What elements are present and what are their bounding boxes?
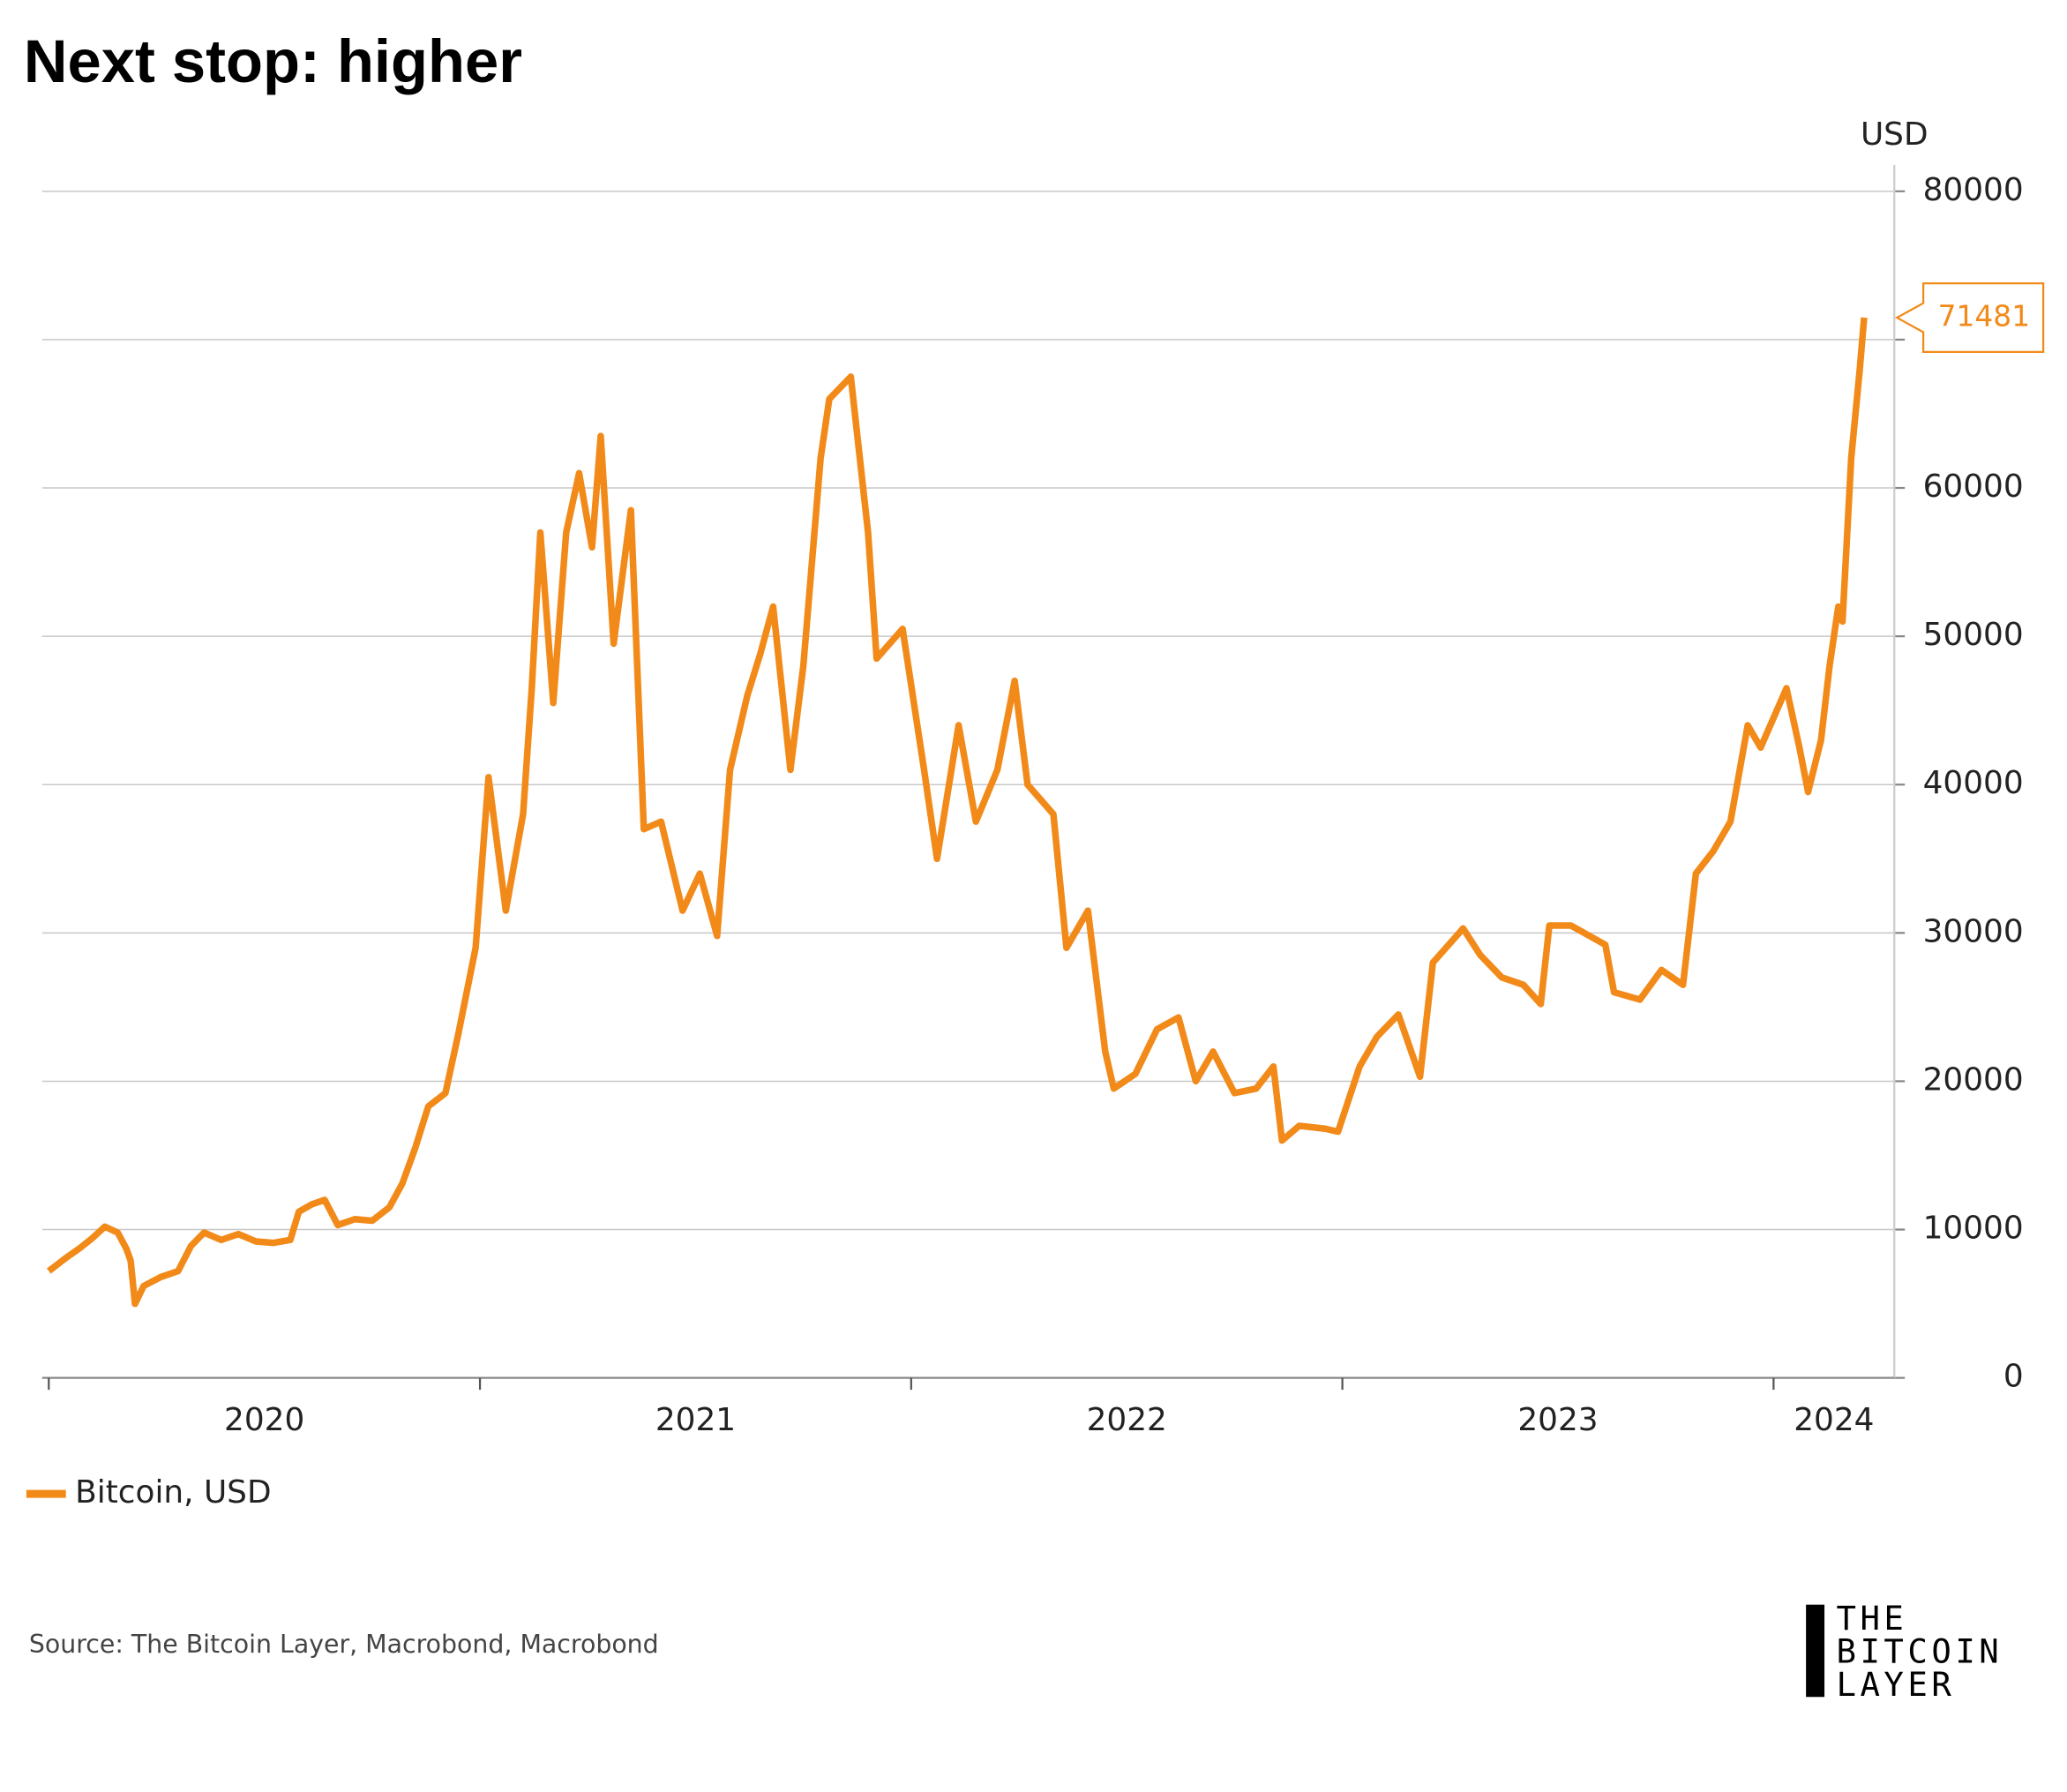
y-tick-label: 60000 <box>1923 469 2024 505</box>
logo-text: LAYER <box>1837 1665 1956 1704</box>
x-tick-label: 2021 <box>655 1402 736 1438</box>
y-tick-label: 50000 <box>1923 617 2024 653</box>
last-value-label: 71481 <box>1938 299 2031 334</box>
x-tick-label: 2024 <box>1794 1402 1874 1438</box>
logo-bar <box>1806 1604 1825 1698</box>
x-tick-label: 2023 <box>1517 1402 1598 1438</box>
y-tick-label: 10000 <box>1923 1211 2024 1247</box>
y-tick-label: 0 <box>2003 1359 2024 1395</box>
x-tick-label: 2020 <box>224 1402 304 1438</box>
last-value-box <box>1894 282 2045 353</box>
source: Source: The Bitcoin Layer, Macrobond, Ma… <box>29 1630 659 1659</box>
x-tick-label: 2022 <box>1087 1402 1167 1438</box>
line <box>47 317 1868 1308</box>
y-axis-label: USD <box>1861 116 1928 153</box>
logo-text: THE <box>1837 1599 1908 1638</box>
legend-label: Bitcoin, USD <box>75 1474 271 1511</box>
y-tick-label: 40000 <box>1923 765 2024 801</box>
y-tick-label: 30000 <box>1923 913 2024 949</box>
y-tick-label: 80000 <box>1923 172 2024 208</box>
chart-title: Next stop: higher <box>24 27 522 95</box>
y-tick-label: 20000 <box>1923 1061 2024 1098</box>
logo-text: BITCOIN <box>1837 1631 2003 1670</box>
